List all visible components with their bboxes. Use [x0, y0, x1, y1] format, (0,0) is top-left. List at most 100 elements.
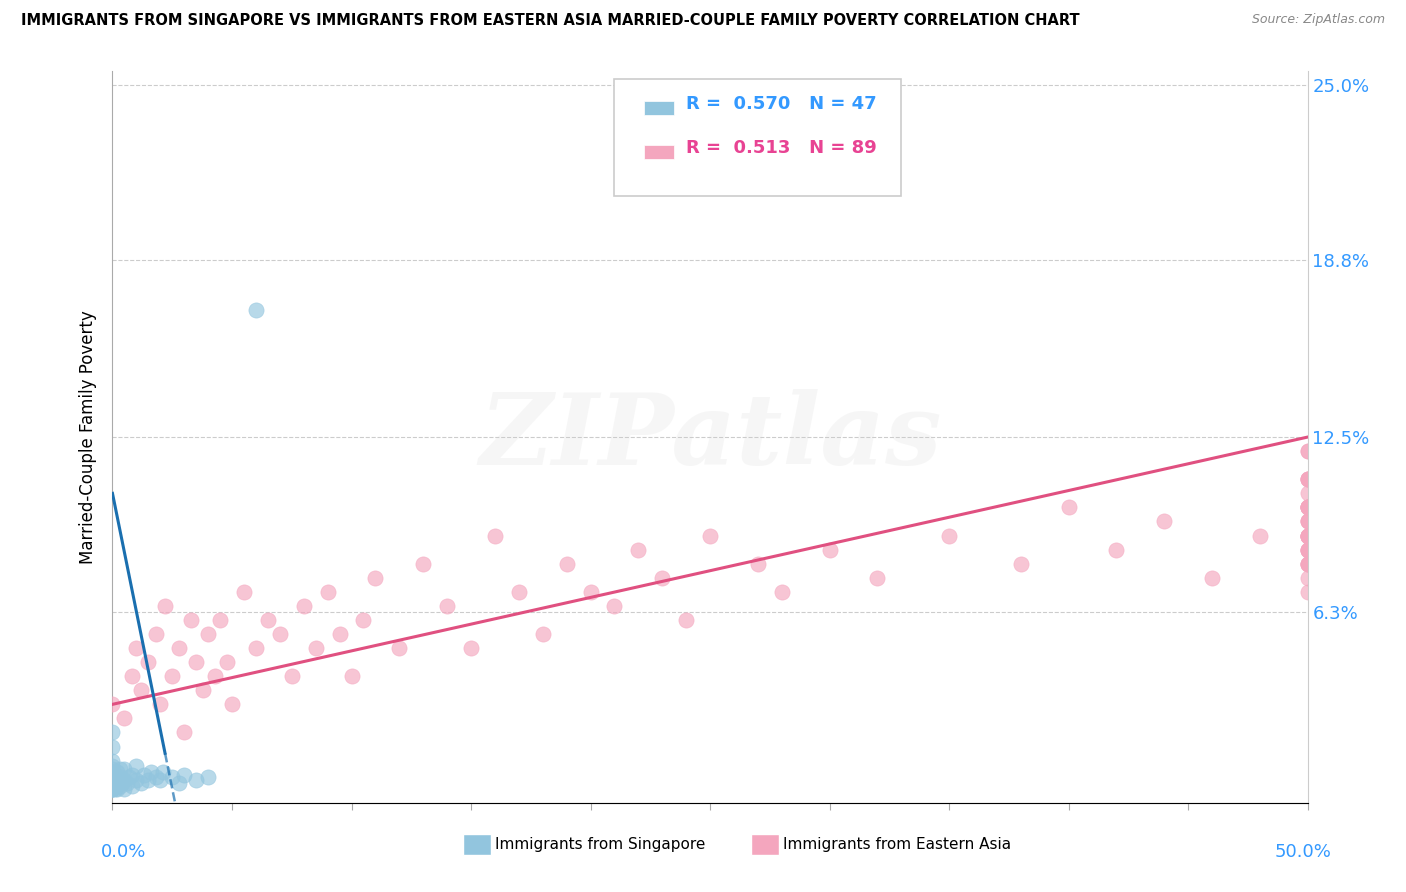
- Point: [412, 557, 434, 571]
- Point: [204, 669, 226, 683]
- Point: [101, 754, 124, 768]
- Point: [169, 776, 191, 790]
- Point: [257, 613, 280, 627]
- Point: [132, 767, 155, 781]
- Point: [1296, 500, 1319, 515]
- Point: [138, 773, 160, 788]
- Point: [105, 773, 128, 788]
- Point: [101, 776, 124, 790]
- Point: [675, 613, 697, 627]
- Point: [1296, 472, 1319, 486]
- Point: [1296, 528, 1319, 542]
- Point: [1296, 515, 1319, 529]
- Point: [1296, 528, 1319, 542]
- Point: [114, 762, 135, 776]
- Point: [1296, 515, 1319, 529]
- Point: [129, 776, 152, 790]
- Point: [101, 773, 124, 788]
- Point: [101, 759, 124, 773]
- Point: [108, 762, 131, 776]
- Point: [104, 781, 127, 796]
- Point: [104, 776, 127, 790]
- Point: [1296, 584, 1319, 599]
- Point: [108, 771, 131, 785]
- Point: [1105, 542, 1128, 557]
- Point: [1296, 528, 1319, 542]
- Point: [153, 599, 176, 613]
- FancyBboxPatch shape: [614, 78, 901, 195]
- Point: [1296, 500, 1319, 515]
- Point: [245, 641, 267, 656]
- Point: [1296, 557, 1319, 571]
- Point: [162, 669, 183, 683]
- Point: [245, 303, 267, 318]
- Point: [747, 557, 769, 571]
- Point: [101, 739, 124, 754]
- Point: [1296, 444, 1319, 458]
- Text: 50.0%: 50.0%: [1275, 843, 1331, 861]
- Text: IMMIGRANTS FROM SINGAPORE VS IMMIGRANTS FROM EASTERN ASIA MARRIED-COUPLE FAMILY : IMMIGRANTS FROM SINGAPORE VS IMMIGRANTS …: [21, 13, 1080, 29]
- Point: [1296, 542, 1319, 557]
- Point: [115, 776, 138, 790]
- Point: [1296, 542, 1319, 557]
- Point: [173, 725, 195, 739]
- Point: [125, 773, 148, 788]
- Point: [340, 669, 363, 683]
- Point: [101, 725, 124, 739]
- Point: [1296, 528, 1319, 542]
- Bar: [644, 101, 675, 115]
- Y-axis label: Married-Couple Family Poverty: Married-Couple Family Poverty: [79, 310, 97, 564]
- Point: [111, 776, 134, 790]
- Point: [866, 571, 889, 585]
- Point: [121, 767, 143, 781]
- Point: [531, 627, 554, 641]
- Text: R =  0.570   N = 47: R = 0.570 N = 47: [686, 95, 877, 113]
- Text: Immigrants from Eastern Asia: Immigrants from Eastern Asia: [783, 838, 1011, 852]
- Text: R =  0.513   N = 89: R = 0.513 N = 89: [686, 139, 877, 157]
- Point: [121, 669, 143, 683]
- Point: [699, 528, 721, 542]
- Point: [1296, 542, 1319, 557]
- Point: [145, 771, 167, 785]
- Point: [169, 641, 191, 656]
- Point: [209, 613, 232, 627]
- Point: [186, 655, 208, 669]
- Point: [162, 771, 183, 785]
- Point: [233, 584, 256, 599]
- Point: [436, 599, 458, 613]
- Point: [101, 771, 124, 785]
- Point: [1296, 472, 1319, 486]
- Point: [1296, 571, 1319, 585]
- Point: [484, 528, 506, 542]
- Point: [180, 613, 202, 627]
- Point: [114, 711, 135, 725]
- Point: [186, 773, 208, 788]
- Point: [1057, 500, 1080, 515]
- Point: [1296, 557, 1319, 571]
- Point: [101, 781, 124, 796]
- Point: [1296, 515, 1319, 529]
- Point: [173, 767, 195, 781]
- Point: [139, 764, 162, 779]
- Point: [316, 584, 339, 599]
- Point: [101, 781, 124, 796]
- Point: [129, 683, 152, 698]
- Point: [460, 641, 482, 656]
- Point: [1296, 500, 1319, 515]
- Point: [104, 767, 127, 781]
- Point: [101, 767, 124, 781]
- Point: [1296, 472, 1319, 486]
- Point: [1010, 557, 1032, 571]
- Point: [125, 759, 148, 773]
- Point: [152, 764, 174, 779]
- Point: [651, 571, 673, 585]
- Point: [197, 771, 219, 785]
- Point: [305, 641, 328, 656]
- Point: [269, 627, 291, 641]
- Point: [770, 584, 793, 599]
- Point: [329, 627, 352, 641]
- Point: [149, 773, 172, 788]
- Point: [1249, 528, 1271, 542]
- Point: [217, 655, 239, 669]
- Point: [114, 773, 135, 788]
